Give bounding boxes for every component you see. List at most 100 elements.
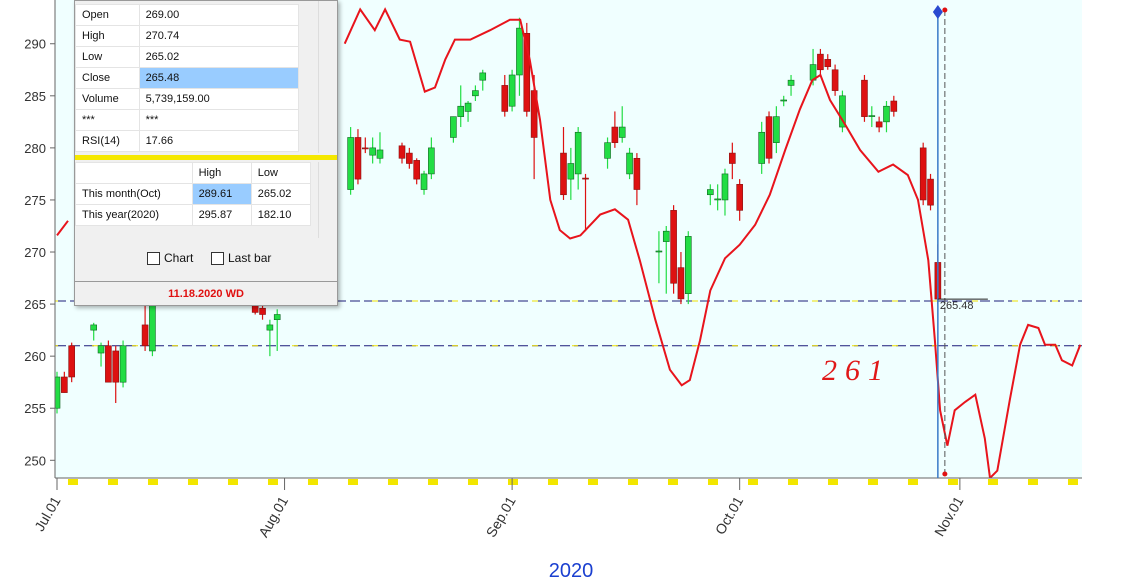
x-tick-label: Jul.01 — [31, 493, 64, 534]
quote-table: Open 269.00 High 270.74 Low 265.02 Close 265.48… — [75, 4, 300, 152]
candle-body — [875, 121, 883, 128]
candle-body — [450, 116, 457, 138]
candle-body — [626, 152, 633, 175]
last-bar-checkbox[interactable]: Last bar — [211, 251, 271, 265]
candle-body — [105, 345, 112, 383]
candle-body — [618, 126, 626, 138]
candle-body — [354, 137, 362, 180]
cursor-marker — [942, 7, 948, 13]
cursor-marker — [932, 5, 943, 19]
scrollbar[interactable] — [318, 162, 336, 238]
indicator-line — [56, 7, 1082, 478]
quote-row: RSI(14) 17.66 — [75, 130, 300, 152]
quote-label: RSI(14) — [75, 130, 140, 152]
checkbox-label: Last bar — [228, 251, 272, 265]
candle-body — [266, 324, 274, 331]
annotation: 261 — [822, 354, 891, 387]
candle-body — [574, 131, 582, 175]
quote-panel: Open 269.00 High 270.74 Low 265.02 Close 265.48… — [74, 0, 338, 306]
candle-body — [773, 116, 780, 143]
y-tick-label: 290 — [24, 37, 46, 52]
candle-body — [141, 324, 149, 347]
candle-body — [890, 100, 898, 112]
candle-body — [765, 116, 773, 159]
candle-body — [501, 85, 509, 112]
candle-body — [347, 137, 354, 190]
y-tick-label: 265 — [24, 297, 46, 312]
quote-value: 265.02 — [138, 46, 300, 68]
candle-body — [729, 152, 736, 164]
chart-checkbox[interactable]: Chart — [147, 251, 193, 265]
candle-body — [516, 27, 523, 76]
range-value: 295.87 — [191, 204, 252, 226]
quote-value: 265.48 — [138, 67, 300, 89]
candle-body — [68, 345, 75, 378]
x-tick-label: Aug.01 — [255, 493, 291, 540]
candle-body — [677, 267, 685, 300]
candle-body — [883, 105, 890, 123]
quote-label: Low — [75, 46, 140, 68]
quote-label: Volume — [75, 88, 140, 110]
quote-label: Close — [75, 67, 140, 89]
candle-body — [119, 345, 127, 383]
range-header-blank — [75, 162, 193, 184]
range-value: 182.10 — [250, 204, 312, 226]
splitter — [75, 155, 337, 160]
candle-body — [684, 236, 692, 294]
range-label: This year(2020) — [75, 204, 193, 226]
candle-body — [369, 147, 376, 156]
range-value: 289.61 — [191, 183, 252, 205]
range-label: This month(Oct) — [75, 183, 193, 205]
range-row: This month(Oct) 289.61 265.02 — [75, 183, 312, 205]
x-axis-title: 2020 — [549, 560, 594, 581]
candle-body — [464, 102, 472, 112]
candle-body — [90, 324, 98, 331]
candle-body — [831, 69, 839, 91]
x-tick-label: Sep.01 — [483, 493, 519, 540]
candle-body — [472, 90, 479, 97]
candle-body — [406, 152, 413, 164]
candle-body — [714, 198, 721, 201]
quote-row: Close 265.48 — [75, 67, 300, 89]
x-tick-label: Nov.01 — [931, 493, 967, 539]
candle-body — [523, 33, 531, 112]
candle-body — [508, 74, 516, 107]
quote-row: Open 269.00 — [75, 4, 300, 26]
candle-body — [736, 184, 743, 211]
candle-body — [457, 105, 465, 117]
candle-body — [61, 376, 68, 393]
candle-body — [707, 189, 714, 196]
quote-value: 17.66 — [138, 130, 300, 152]
quote-row: High 270.74 — [75, 25, 300, 47]
candle-body — [633, 157, 641, 190]
quote-row: Low 265.02 — [75, 46, 300, 68]
cursor-marker — [942, 471, 948, 477]
candle-body — [780, 99, 788, 102]
candle-body — [655, 250, 663, 253]
candle-body — [839, 95, 846, 128]
quote-value: 269.00 — [138, 4, 300, 26]
candle-body — [376, 149, 384, 159]
x-tick-label: Oct.01 — [712, 493, 747, 537]
candle-body — [582, 177, 589, 180]
candle-body — [273, 314, 281, 321]
last-price-label: 265.48 — [940, 300, 974, 312]
quote-row: *** *** — [75, 109, 300, 131]
y-tick-label: 250 — [24, 453, 46, 468]
quote-row: Volume 5,739,159.00 — [75, 88, 300, 110]
candle-body — [919, 147, 927, 201]
scrollbar[interactable] — [318, 1, 336, 153]
range-value: 265.02 — [250, 183, 312, 205]
candle-body — [824, 59, 832, 67]
candle-body — [420, 173, 428, 190]
candle-body — [927, 178, 934, 206]
candle-body — [670, 210, 677, 284]
candle-body — [413, 160, 420, 180]
range-header: Low — [250, 162, 312, 184]
range-header: High — [191, 162, 252, 184]
quote-value: *** — [138, 109, 300, 131]
candle-body — [567, 163, 575, 180]
y-tick-label: 270 — [24, 245, 46, 260]
footer-date: 11.18.2020 WD — [75, 281, 337, 306]
